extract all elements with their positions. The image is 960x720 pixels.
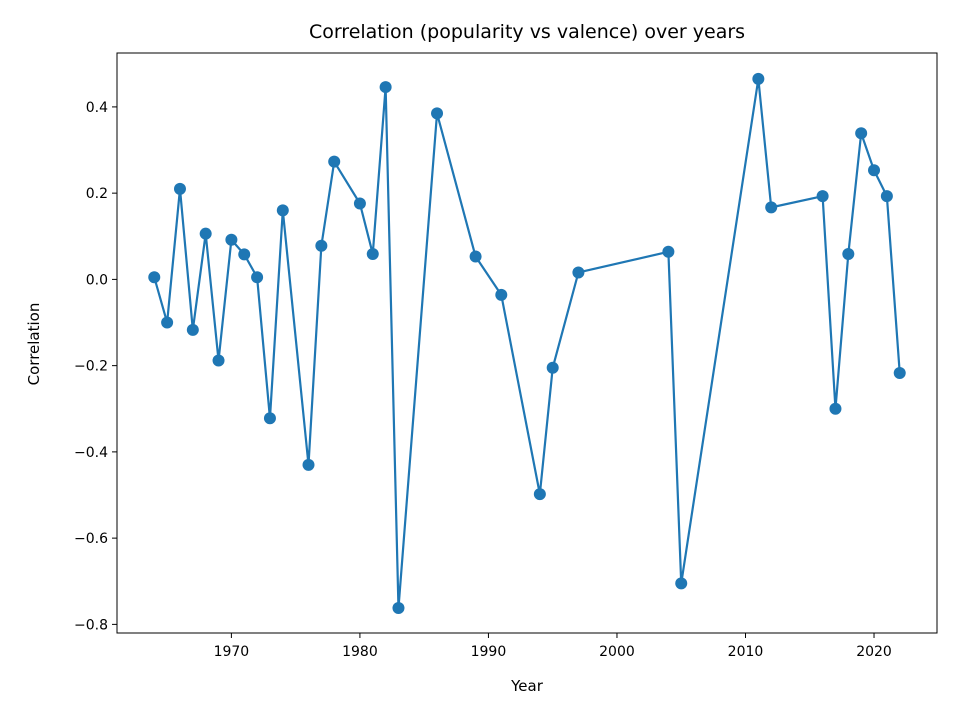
data-point [469,250,482,263]
data-point [212,354,225,367]
data-point [238,248,251,261]
data-point [302,458,315,471]
data-point [225,233,238,246]
data-point [379,81,392,94]
y-tick-label: 0.2 [86,186,108,202]
plot-area [116,52,938,634]
data-point [572,266,585,279]
data-point [662,245,675,258]
plot-frame [116,52,938,634]
x-axis: 1970 1980 1990 2000 2010 2020 [214,633,892,660]
data-point [263,412,276,425]
series-layer [148,72,906,614]
data-point [546,361,559,374]
data-point [251,271,264,284]
data-point [893,366,906,379]
x-tick-label: 2000 [599,644,635,660]
data-point [186,323,199,336]
data-point [829,402,842,415]
x-tick-label: 2020 [856,644,892,660]
x-tick-label: 1980 [342,644,378,660]
data-point [675,577,688,590]
data-point [328,155,341,168]
y-tick-label: −0.4 [74,445,108,461]
data-point [842,247,855,260]
x-axis-label: Year [510,677,544,695]
data-point [752,72,765,85]
data-point [868,164,881,177]
x-tick-label: 2010 [728,644,764,660]
data-point [173,182,186,195]
data-point [816,190,829,203]
data-point [353,197,366,210]
y-tick-label: 0.4 [86,100,108,116]
data-point [765,201,778,214]
y-tick-label: −0.6 [74,531,108,547]
x-tick-label: 1970 [214,644,250,660]
data-point [392,601,405,614]
x-tick-label: 1990 [471,644,507,660]
chart-title: Correlation (popularity vs valence) over… [309,21,745,43]
data-point [495,288,508,301]
y-tick-label: 0.0 [86,272,108,288]
data-point [148,271,161,284]
data-point [161,316,174,329]
data-point [855,127,868,140]
y-axis-label: Correlation [25,303,43,386]
data-point [199,227,212,240]
data-point [315,239,328,252]
data-point [880,190,893,203]
data-point [431,107,444,120]
y-tick-label: −0.2 [74,359,108,375]
y-axis: −0.8 −0.6 −0.4 −0.2 0.0 0.2 0.4 [74,100,117,633]
y-tick-label: −0.8 [74,617,108,633]
data-point [366,247,379,260]
data-point [276,204,289,217]
data-point [533,488,546,501]
